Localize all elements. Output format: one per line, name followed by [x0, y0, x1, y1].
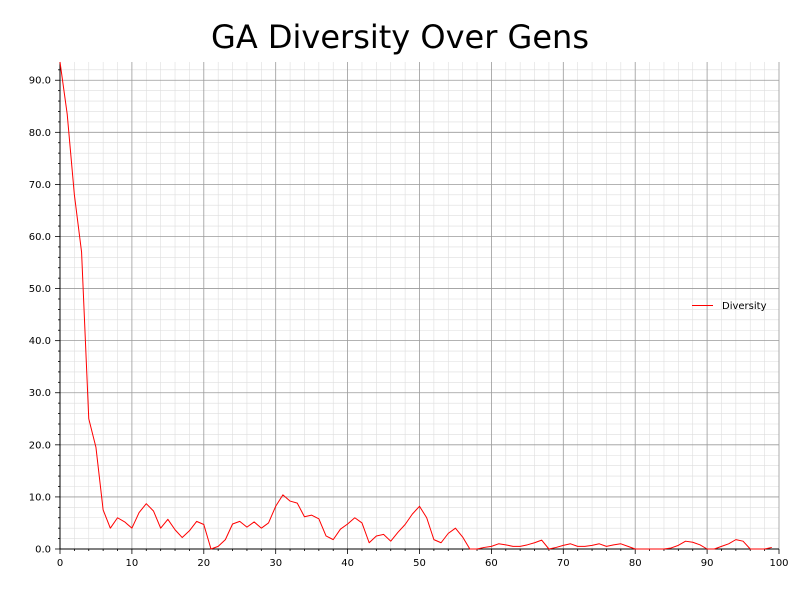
series-line-diversity	[59, 61, 772, 550]
x-tick-label: 50	[413, 558, 426, 569]
series-layer	[59, 61, 772, 550]
x-tick-label: 10	[126, 558, 139, 569]
y-tick-label: 10.0	[29, 492, 51, 503]
x-tick-label: 70	[557, 558, 570, 569]
legend-label: Diversity	[722, 301, 767, 312]
y-tick-label: 50.0	[29, 284, 51, 295]
y-axis-ticks: 0.0 10.0 20.0 30.0 40.0 50.0 60.0 70.0 80.0 90.0	[29, 69, 60, 556]
x-tick-label: 60	[485, 558, 498, 569]
y-tick-label: 20.0	[29, 440, 51, 451]
x-axis-ticks: 0 10 20 30 40 50 60 70 80 90 100	[57, 549, 789, 569]
x-tick-label: 80	[629, 558, 642, 569]
y-tick-label: 30.0	[29, 388, 51, 399]
x-tick-label: 90	[701, 558, 714, 569]
y-tick-label: 40.0	[29, 336, 51, 347]
x-tick-label: 100	[769, 558, 788, 569]
x-tick-label: 30	[269, 558, 282, 569]
y-tick-label: 0.0	[35, 545, 51, 556]
x-tick-label: 0	[57, 558, 63, 569]
y-tick-label: 60.0	[29, 232, 51, 243]
y-tick-label: 80.0	[29, 128, 51, 139]
chart-title: GA Diversity Over Gens	[211, 18, 589, 56]
legend: Diversity	[692, 301, 767, 312]
y-tick-label: 90.0	[29, 76, 51, 87]
y-tick-label: 70.0	[29, 180, 51, 191]
x-tick-label: 20	[197, 558, 210, 569]
x-tick-label: 40	[341, 558, 354, 569]
